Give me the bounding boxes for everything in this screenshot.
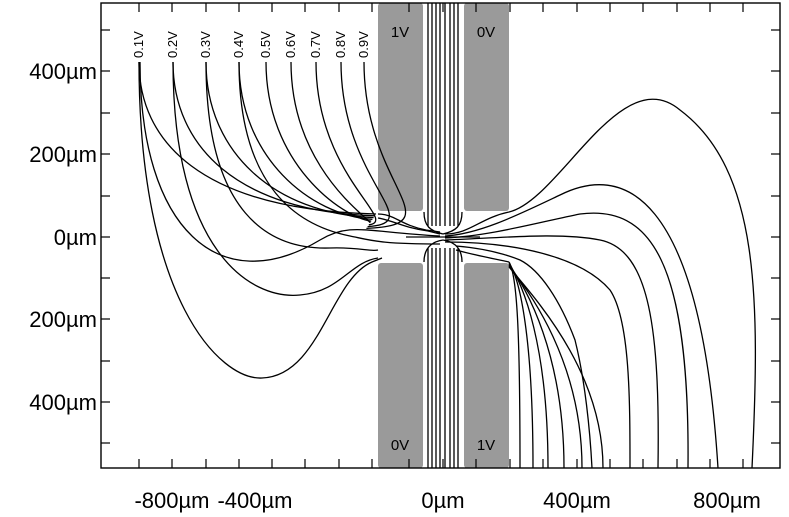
- contour-label: 0.3V: [198, 31, 213, 58]
- equipotential-line: [265, 61, 372, 222]
- x-tick-label: 400µm: [543, 488, 611, 513]
- electrode-label: 1V: [477, 437, 495, 454]
- x-tick-label: 800µm: [693, 488, 761, 513]
- equipotential-line: [172, 61, 379, 296]
- contour-label: 0.8V: [333, 31, 348, 58]
- electrode-top-right: [464, 3, 509, 211]
- equipotential-line: [238, 61, 441, 245]
- equipotential-line: [377, 217, 441, 235]
- equipotential-line: [172, 61, 375, 217]
- electrode-bottom-left: [378, 263, 423, 468]
- channel-corner: [423, 211, 444, 235]
- electrode-label: 0V: [391, 437, 409, 454]
- contour-label: 0.6V: [283, 31, 298, 58]
- x-tick-label: -400µm: [217, 488, 292, 513]
- electrodes: [378, 3, 509, 468]
- electrode-labels: 1V 0V 0V 1V: [391, 24, 495, 454]
- equipotential-line: [444, 241, 631, 469]
- channel-corner: [442, 239, 463, 263]
- electrode-label: 0V: [477, 24, 495, 41]
- equipotential-line: [138, 61, 383, 379]
- axis-ticks: [101, 3, 780, 468]
- equipotential-line: [377, 213, 441, 233]
- equipotential-line: [444, 98, 757, 469]
- contour-label: 0.9V: [356, 31, 371, 58]
- contour-label: 0.7V: [308, 31, 323, 58]
- channel-corner: [442, 211, 463, 235]
- equipotential-line: [315, 61, 377, 226]
- x-tick-label: -800µm: [134, 488, 209, 513]
- equipotential-line: [508, 261, 521, 469]
- equipotential-line: [444, 235, 659, 469]
- electrode-top-left: [378, 3, 423, 211]
- equipotential-line: [205, 61, 379, 252]
- channel-lines: [406, 3, 480, 468]
- equipotential-line: [508, 263, 549, 469]
- y-tick-label: 200µm: [29, 307, 97, 332]
- x-tick-label: 0µm: [421, 488, 464, 513]
- equipotential-line: [139, 61, 441, 262]
- equipotential-line: [363, 61, 407, 230]
- equipotential-line: [444, 184, 719, 469]
- equipotential-lines: [138, 61, 757, 469]
- y-axis: 400µm 200µm 0µm 200µm 400µm: [29, 59, 97, 415]
- y-tick-label: 400µm: [29, 59, 97, 84]
- equipotential-line: [508, 266, 604, 469]
- contour-label: 0.2V: [165, 31, 180, 58]
- y-tick-label: 400µm: [29, 390, 97, 415]
- equipotential-line: [238, 61, 373, 221]
- equipotential-line: [290, 61, 371, 224]
- contour-label: 0.1V: [131, 31, 146, 58]
- electrode-bottom-right: [464, 263, 509, 468]
- electrode-label: 1V: [391, 24, 409, 41]
- equipotential-line: [455, 249, 510, 263]
- contour-label: 0.5V: [258, 31, 273, 58]
- y-tick-label: 0µm: [54, 225, 97, 250]
- channel-corner: [423, 239, 444, 263]
- x-axis: -800µm -400µm 0µm 400µm 800µm: [134, 488, 760, 513]
- equipotential-line: [444, 212, 689, 469]
- plot-frame: [100, 2, 781, 469]
- equipotential-line: [205, 61, 374, 219]
- equipotential-line: [340, 61, 390, 228]
- equipotential-line: [508, 264, 565, 469]
- y-tick-label: 200µm: [29, 142, 97, 167]
- equipotential-line: [455, 245, 593, 469]
- contour-label: 0.4V: [231, 31, 246, 58]
- contour-labels: 0.1V 0.2V 0.3V 0.4V 0.5V 0.6V 0.7V 0.8V 0.9V: [131, 31, 371, 58]
